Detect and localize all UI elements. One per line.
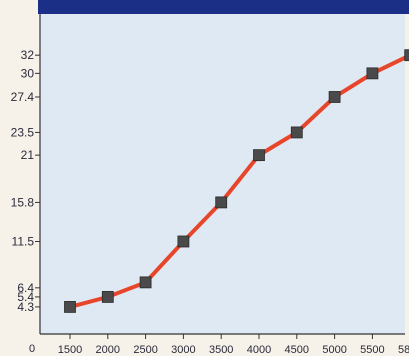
y-ticks: 4.35.46.4 11.5 15.8 21 23.5 27.4 30 32	[11, 48, 40, 314]
y-tick-label: 27.4	[11, 90, 35, 104]
data-point-marker	[101, 291, 114, 303]
x-tick-label: 2500	[133, 344, 157, 356]
y-tick-label: 6.4	[17, 281, 34, 295]
y-tick-label: 11.5	[12, 234, 35, 248]
x-tick-label: 4000	[247, 344, 271, 356]
x-ticks: 1500 2000 2500 3000 3500 4000 4500 5000 5500 5800	[58, 334, 409, 356]
data-point-marker	[328, 91, 341, 103]
data-point-marker	[64, 301, 76, 313]
x-tick-label: 1500	[58, 344, 82, 356]
x-tick-label: 2000	[96, 344, 120, 356]
x-tick-label: 5800	[398, 344, 409, 356]
series-line	[68, 53, 409, 309]
x-tick-label: 5000	[322, 344, 346, 356]
y-tick-label: 5.4	[17, 290, 34, 304]
data-point-marker	[290, 126, 303, 139]
data-point-marker	[253, 149, 265, 162]
y-tick-label: 30	[21, 66, 35, 80]
x-tick-label: 3000	[171, 344, 195, 356]
origin-label: 0	[29, 343, 35, 355]
x-tick-label: 3500	[209, 344, 233, 356]
x-tick-label: 4500	[285, 344, 309, 356]
plot-area	[40, 14, 405, 334]
y-tick-label: 15.8	[11, 195, 35, 209]
data-markers	[64, 49, 409, 313]
y-tick-label: 32	[21, 48, 35, 62]
data-point-marker	[404, 49, 409, 62]
header-band	[38, 0, 409, 14]
data-point-marker	[366, 67, 379, 80]
y-tick-label: 23.5	[11, 125, 35, 139]
y-tick-label: 4.3	[17, 300, 34, 314]
data-point-marker	[215, 196, 228, 209]
x-tick-label: 5500	[360, 344, 384, 356]
data-point-marker	[177, 235, 190, 248]
data-point-marker	[139, 276, 152, 289]
y-tick-label: 21	[21, 148, 35, 162]
